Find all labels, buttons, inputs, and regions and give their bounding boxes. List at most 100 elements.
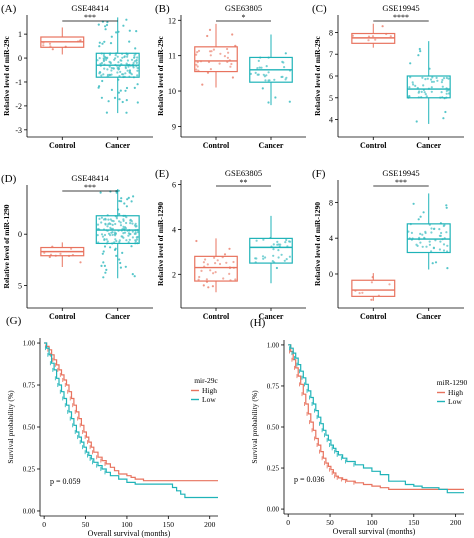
box [194,46,238,73]
data-point [419,232,422,235]
y-tick-label: 4 [329,234,333,243]
data-point [108,73,111,76]
data-point [115,239,118,243]
boxplot-panel: (C) 8 7 6 5 4 Relative level of miR-29c GSE1994… [312,3,464,150]
legend-title: miR-1290 [437,378,468,387]
data-point [280,253,283,256]
y-tick-label: 10 [168,87,176,96]
data-point [114,222,117,226]
data-point [109,226,112,229]
data-point [101,79,104,83]
data-point [116,55,119,58]
data-point [421,233,424,236]
data-point [445,92,448,95]
data-point [261,255,265,258]
data-point [131,222,134,225]
x-axis-label: Overall survival (months) [88,529,171,538]
data-point [438,228,441,231]
data-point [129,222,132,225]
data-point [132,61,135,65]
x-tick-label: 200 [204,520,216,529]
data-point [125,111,128,114]
data-point [106,225,109,228]
data-point [100,96,103,99]
data-point [284,52,287,55]
data-point [118,239,121,242]
data-point [130,58,134,61]
data-point [114,247,117,250]
data-point [431,76,434,79]
y-tick-label: 0.50 [23,424,36,432]
data-point [446,267,449,270]
data-point [428,240,431,243]
data-point [228,272,231,275]
y-tick-label: 8 [329,198,333,207]
data-point [415,120,418,123]
data-point [96,234,99,237]
data-point [358,292,361,295]
km-panel: (G) 0.00 0.25 0.50 0.75 1.00 0 50 100 150 200 Overa… [6,315,218,538]
data-point [267,101,270,104]
data-point [126,69,129,72]
data-point [135,59,138,62]
data-point [133,86,136,89]
data-point [409,76,412,79]
data-point [133,224,137,227]
data-point [133,275,136,278]
data-point [260,66,263,69]
data-point [124,265,127,268]
data-point [107,218,110,221]
data-point [110,69,113,72]
data-point [108,65,111,68]
data-point [134,231,137,234]
box [194,255,238,282]
data-point [218,62,221,65]
data-point [255,239,258,242]
p-value-annotation: p = 0.059 [50,477,81,486]
data-point [128,29,131,32]
y-tick-label: -3 [15,126,22,135]
data-point [432,246,435,249]
data-point [125,221,128,225]
data-point [431,262,434,265]
data-point [231,76,234,79]
data-point [207,286,210,289]
data-point [136,67,139,70]
data-point [132,195,135,198]
data-point [101,252,104,255]
data-point [125,205,128,208]
box [351,279,396,297]
data-point [273,78,276,81]
data-point [208,50,212,53]
x-tick-label: Cancer [416,141,441,150]
y-tick-label: 6 [172,180,176,189]
data-point [109,61,112,64]
data-point [125,99,128,102]
panel-label: (B) [155,3,170,15]
data-point [97,23,100,26]
x-tick-label: Cancer [416,312,441,321]
data-point [117,68,120,71]
data-point [231,33,234,36]
data-point [133,60,136,63]
y-tick-label: -2 [15,102,22,111]
data-point [361,291,364,294]
data-point [135,238,139,241]
panel-label: (G) [6,315,22,327]
data-point [211,285,214,288]
data-point [432,80,435,83]
data-point [126,59,129,62]
data-point [283,259,286,262]
data-point [106,240,109,243]
data-point [423,91,426,94]
data-point [195,239,198,243]
dataset-title: GSE19945 [382,3,419,13]
data-point [105,238,108,241]
y-tick-label: 2 [172,270,176,279]
data-point [439,234,442,237]
data-point [374,38,377,41]
data-point [447,77,450,80]
data-point [197,49,201,53]
data-point [212,48,215,51]
data-point [229,65,232,68]
